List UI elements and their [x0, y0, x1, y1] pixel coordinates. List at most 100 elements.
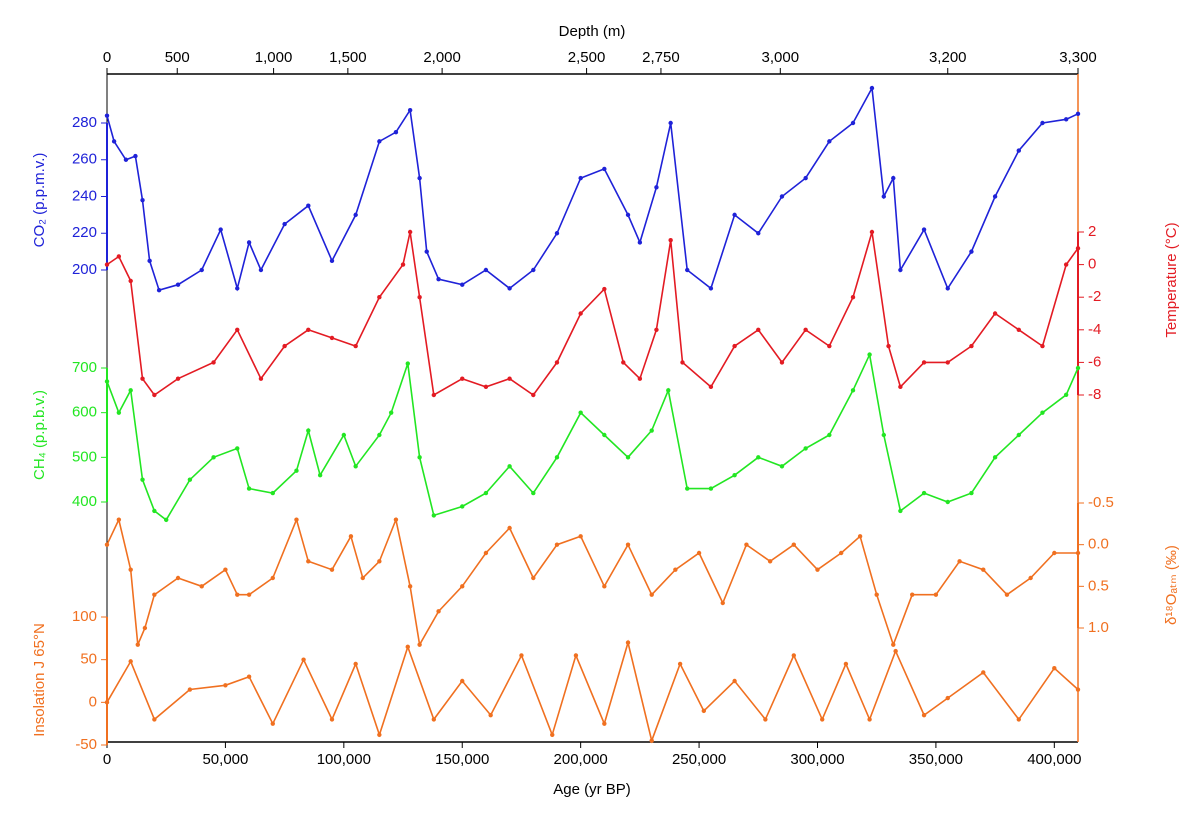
data-point	[874, 592, 879, 597]
data-point	[104, 113, 110, 118]
data-point	[621, 360, 626, 365]
x2-tick-label: 2,750	[642, 49, 680, 66]
data-point	[417, 295, 422, 300]
data-point	[294, 468, 299, 473]
series-line	[106, 351, 1079, 522]
x-tick-label: 50,000	[202, 751, 248, 768]
data-point	[1075, 365, 1081, 371]
data-point	[282, 343, 287, 349]
data-point	[140, 197, 145, 203]
data-point	[803, 446, 808, 451]
y-tick-label: 400	[72, 493, 97, 510]
data-point	[803, 327, 808, 332]
x2-tick-label: 3,000	[762, 49, 800, 66]
data-point	[803, 175, 808, 181]
y-tick-label: 700	[72, 359, 97, 376]
data-point	[104, 542, 110, 547]
data-point	[223, 567, 228, 572]
data-point	[921, 360, 927, 365]
data-point	[116, 517, 122, 522]
data-point	[175, 575, 181, 581]
data-point	[696, 550, 702, 556]
data-point	[720, 600, 725, 606]
x2-axis-label: Depth (m)	[559, 23, 626, 40]
x-tick-label: 400,000	[1027, 751, 1081, 768]
data-point	[483, 267, 489, 273]
data-point	[152, 592, 157, 597]
x2-tick-label: 2,000	[423, 49, 461, 66]
y-tick-label: -50	[75, 736, 97, 753]
data-point	[779, 194, 785, 199]
y-tick-label: -4	[1088, 321, 1101, 338]
data-point	[388, 410, 394, 415]
y-tick-label: 600	[72, 404, 97, 421]
data-point	[921, 490, 927, 496]
data-point	[175, 376, 181, 381]
data-point	[360, 575, 365, 581]
data-point	[164, 517, 169, 523]
y-tick-label: 260	[72, 151, 97, 168]
data-point	[578, 175, 583, 181]
data-point	[436, 276, 441, 282]
data-point	[377, 295, 382, 300]
data-point	[578, 410, 583, 415]
data-point	[436, 609, 441, 614]
data-point	[637, 240, 643, 245]
data-point	[701, 708, 707, 714]
y-tick-label: 2	[1088, 223, 1096, 240]
data-point	[329, 717, 335, 722]
data-point	[306, 203, 311, 208]
x2-tick-label: 0	[103, 49, 111, 66]
data-point	[649, 592, 654, 597]
data-point	[850, 120, 856, 126]
data-point	[133, 153, 138, 159]
data-point	[969, 343, 974, 349]
data-point	[235, 286, 240, 291]
data-point	[1016, 717, 1021, 722]
y-tick-label: -0.5	[1088, 494, 1114, 511]
data-point	[306, 559, 311, 564]
data-point	[708, 286, 714, 291]
y-axis-label: CO₂ (p.p.m.v.)	[31, 153, 48, 248]
series-line	[106, 85, 1079, 292]
y-tick-label: 0	[89, 693, 97, 710]
data-point	[791, 653, 797, 658]
y-tick-label: -6	[1088, 353, 1101, 370]
data-point	[1063, 262, 1069, 267]
data-point	[507, 525, 512, 531]
data-point	[578, 311, 583, 316]
data-point	[945, 360, 950, 365]
data-point	[353, 464, 358, 469]
data-point	[235, 446, 240, 451]
y-tick-label: 0.0	[1088, 536, 1109, 553]
data-point	[637, 376, 643, 381]
data-point	[199, 267, 204, 273]
data-point	[431, 717, 437, 722]
data-point	[104, 700, 110, 705]
data-point	[625, 542, 631, 547]
data-point	[992, 194, 998, 199]
data-point	[1028, 575, 1033, 581]
x-tick-label: 200,000	[554, 751, 608, 768]
data-point	[123, 157, 129, 162]
data-point	[140, 376, 145, 381]
data-point	[156, 288, 162, 293]
data-point	[152, 717, 157, 722]
data-point	[246, 592, 252, 597]
data-point	[329, 567, 335, 572]
data-point	[147, 258, 152, 264]
data-point	[1052, 666, 1057, 671]
data-point	[685, 486, 690, 491]
y-tick-label: 280	[72, 114, 97, 131]
data-point	[992, 455, 998, 460]
data-point	[685, 267, 690, 273]
data-point	[838, 550, 844, 556]
data-point	[377, 432, 382, 438]
data-point	[767, 559, 773, 564]
data-point	[142, 625, 148, 631]
data-point	[1040, 343, 1045, 349]
data-point	[187, 687, 193, 692]
data-point	[317, 473, 323, 478]
series-line	[106, 231, 1079, 397]
